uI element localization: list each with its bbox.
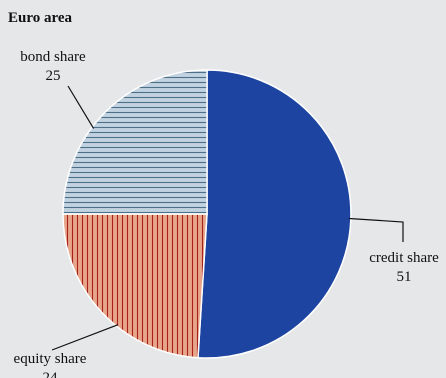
slice-label-bond-share: bond share (20, 49, 86, 65)
slice-value-equity-share: 24 (43, 370, 59, 378)
pie-slice-equity-share (62, 213, 208, 359)
chart-title: Euro area (8, 10, 73, 26)
slice-label-credit-share: credit share (369, 250, 439, 266)
pie-slice-bond-share (62, 69, 208, 215)
slice-value-credit-share: 51 (397, 269, 412, 285)
leader-line-bond-share (67, 85, 95, 129)
pie-slice-credit-share (197, 69, 352, 359)
leader-line-equity-share (51, 324, 119, 351)
slice-label-equity-share: equity share (14, 351, 87, 367)
pie-slices (62, 69, 352, 359)
slice-value-bond-share: 25 (46, 68, 61, 84)
leader-line-credit-share (348, 217, 404, 242)
